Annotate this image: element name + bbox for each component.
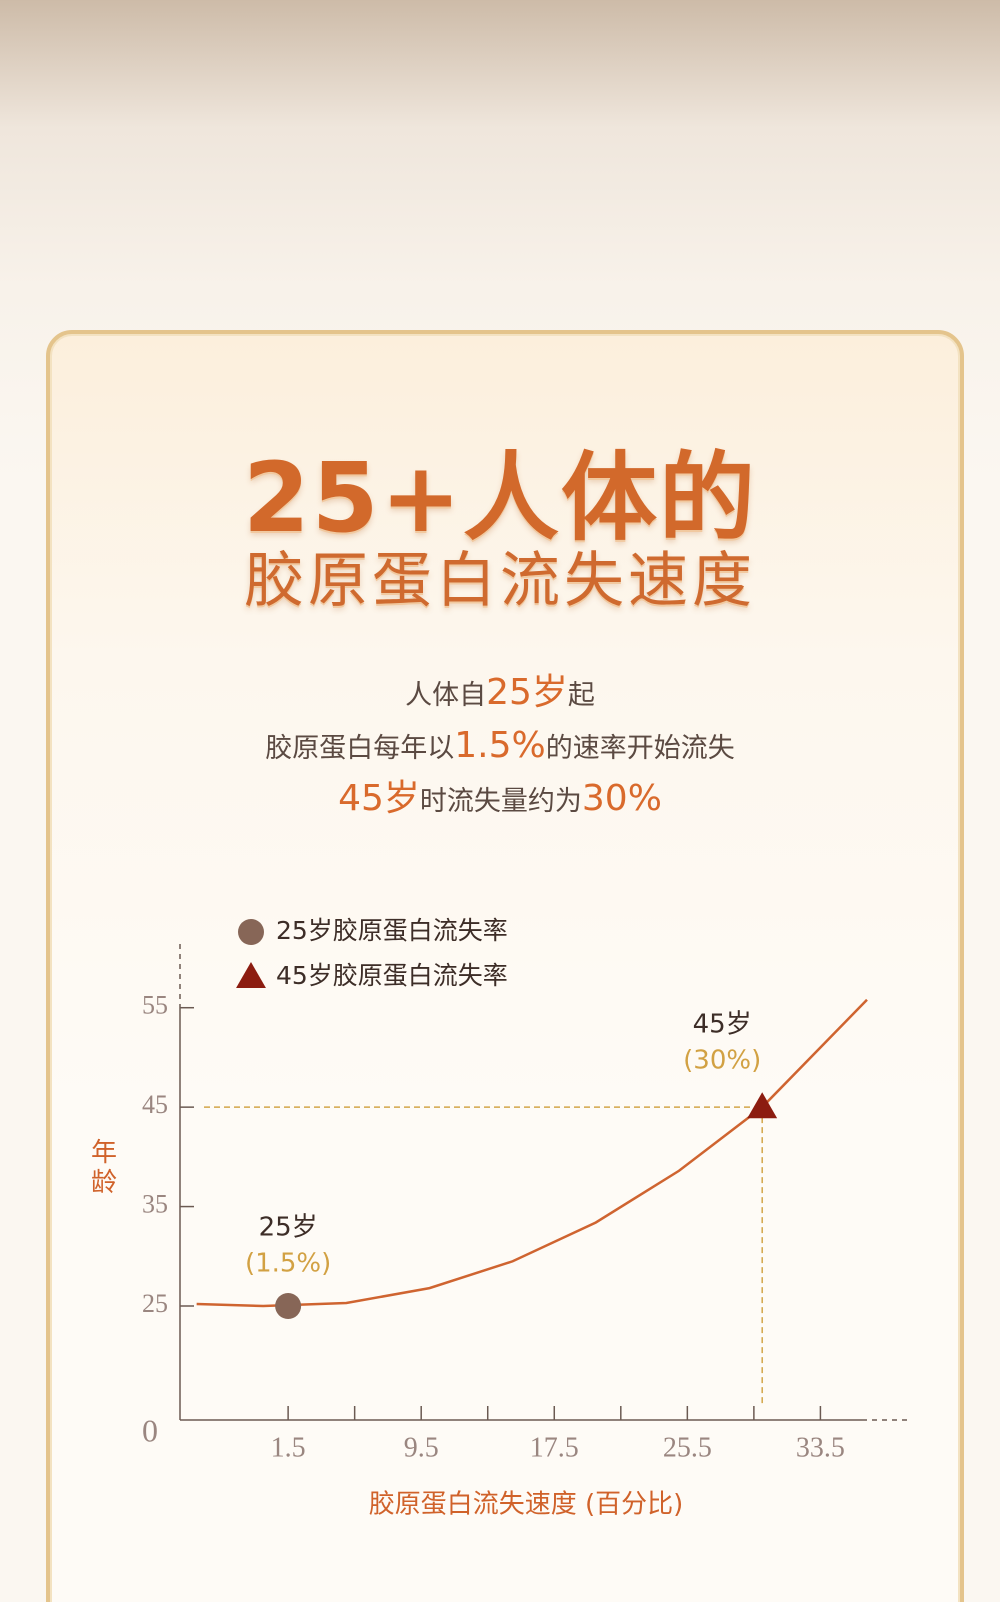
intro-text: 1.5% [454,725,546,766]
point-label: 45岁 [693,1010,752,1040]
x-tick-label: 25.5 [663,1432,712,1463]
intro-text: 起 [567,680,595,711]
legend-marker [238,919,264,945]
legend-label: 25岁胶原蛋白流失率 [276,916,508,945]
intro-text: 时流失量约为 [419,786,582,817]
x-tick-label: 1.5 [271,1432,306,1463]
legend-marker [236,962,266,989]
x-axis-title: 胶原蛋白流失速度 (百分比) [369,1490,684,1520]
intro-text: 45岁 [338,778,420,819]
point-rate-label: (30%) [683,1046,761,1076]
title: 25+人体的 [242,442,758,554]
y-tick-label: 0 [142,1412,158,1448]
intro-line: 45岁时流失量约为30% [0,774,1000,827]
point [747,1092,778,1119]
y-tick-label: 35 [142,1190,168,1219]
y-tick-label: 55 [142,991,168,1020]
subtitle: 胶原蛋白流失速度 [244,546,756,616]
point-rate-label: (1.5%) [245,1249,331,1279]
intro-line: 胶原蛋白每年以1.5%的速率开始流失 [0,721,1000,774]
point [275,1293,302,1319]
point-label: 25岁 [259,1213,318,1243]
intro-text: 25岁 [486,672,568,713]
legend-label: 45岁胶原蛋白流失率 [276,961,508,990]
intro-text: 人体自 [405,680,487,711]
intro: 人体自25岁起 胶原蛋白每年以1.5%的速率开始流失 45岁时流失量约为30% [0,668,1000,827]
x-tick-label: 9.5 [404,1432,439,1463]
y-axis-title: 年龄 [91,1138,117,1198]
x-tick-label: 33.5 [796,1432,845,1463]
y-tick-label: 45 [142,1090,168,1119]
intro-text: 的速率开始流失 [545,733,735,764]
intro-text: 30% [581,778,662,819]
x-tick-label: 17.5 [530,1432,579,1463]
intro-text: 胶原蛋白每年以 [265,733,455,764]
intro-line: 人体自25岁起 [0,668,1000,721]
card [46,330,964,1602]
y-tick-label: 25 [142,1289,168,1318]
